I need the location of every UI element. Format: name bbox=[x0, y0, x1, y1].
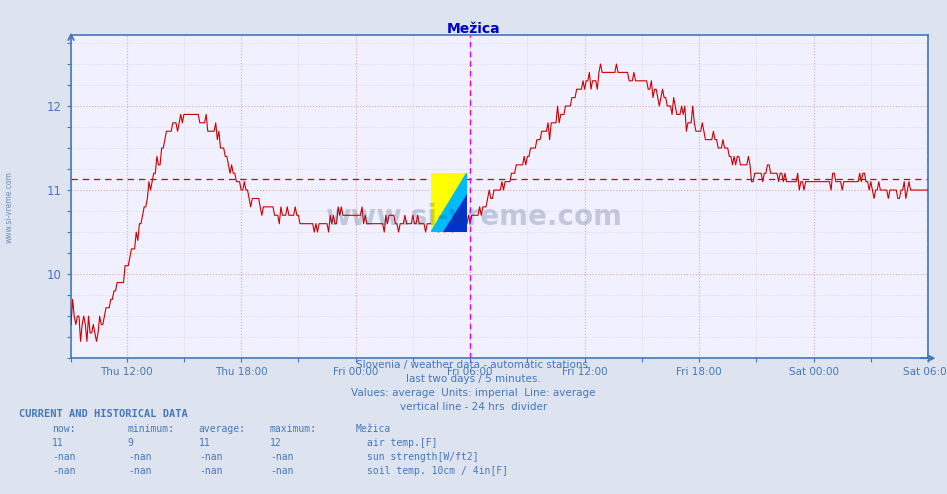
Text: www.si-vreme.com: www.si-vreme.com bbox=[5, 171, 14, 244]
Polygon shape bbox=[431, 173, 467, 232]
Text: Mežica: Mežica bbox=[355, 424, 390, 434]
Text: maximum:: maximum: bbox=[270, 424, 317, 434]
Text: sun strength[W/ft2]: sun strength[W/ft2] bbox=[367, 452, 479, 462]
Text: Mežica: Mežica bbox=[447, 22, 500, 36]
Text: -nan: -nan bbox=[270, 452, 294, 462]
Text: www.si-vreme.com: www.si-vreme.com bbox=[325, 204, 622, 231]
Text: 9: 9 bbox=[128, 438, 134, 448]
Text: -nan: -nan bbox=[52, 466, 76, 476]
Text: -nan: -nan bbox=[270, 466, 294, 476]
Text: -nan: -nan bbox=[128, 466, 152, 476]
Text: vertical line - 24 hrs  divider: vertical line - 24 hrs divider bbox=[400, 402, 547, 412]
Text: 11: 11 bbox=[52, 438, 63, 448]
Text: -nan: -nan bbox=[52, 452, 76, 462]
Text: -nan: -nan bbox=[199, 466, 223, 476]
Text: -nan: -nan bbox=[128, 452, 152, 462]
Text: now:: now: bbox=[52, 424, 76, 434]
Text: average:: average: bbox=[199, 424, 246, 434]
Text: Values: average  Units: imperial  Line: average: Values: average Units: imperial Line: av… bbox=[351, 388, 596, 398]
Text: Slovenia / weather data - automatic stations.: Slovenia / weather data - automatic stat… bbox=[356, 360, 591, 370]
Text: air temp.[F]: air temp.[F] bbox=[367, 438, 438, 448]
Text: minimum:: minimum: bbox=[128, 424, 175, 434]
Text: -nan: -nan bbox=[199, 452, 223, 462]
Text: last two days / 5 minutes.: last two days / 5 minutes. bbox=[406, 374, 541, 384]
Text: 12: 12 bbox=[270, 438, 281, 448]
Text: CURRENT AND HISTORICAL DATA: CURRENT AND HISTORICAL DATA bbox=[19, 410, 188, 419]
Text: soil temp. 10cm / 4in[F]: soil temp. 10cm / 4in[F] bbox=[367, 466, 509, 476]
Polygon shape bbox=[443, 194, 467, 232]
Text: 11: 11 bbox=[199, 438, 210, 448]
Polygon shape bbox=[431, 173, 467, 232]
